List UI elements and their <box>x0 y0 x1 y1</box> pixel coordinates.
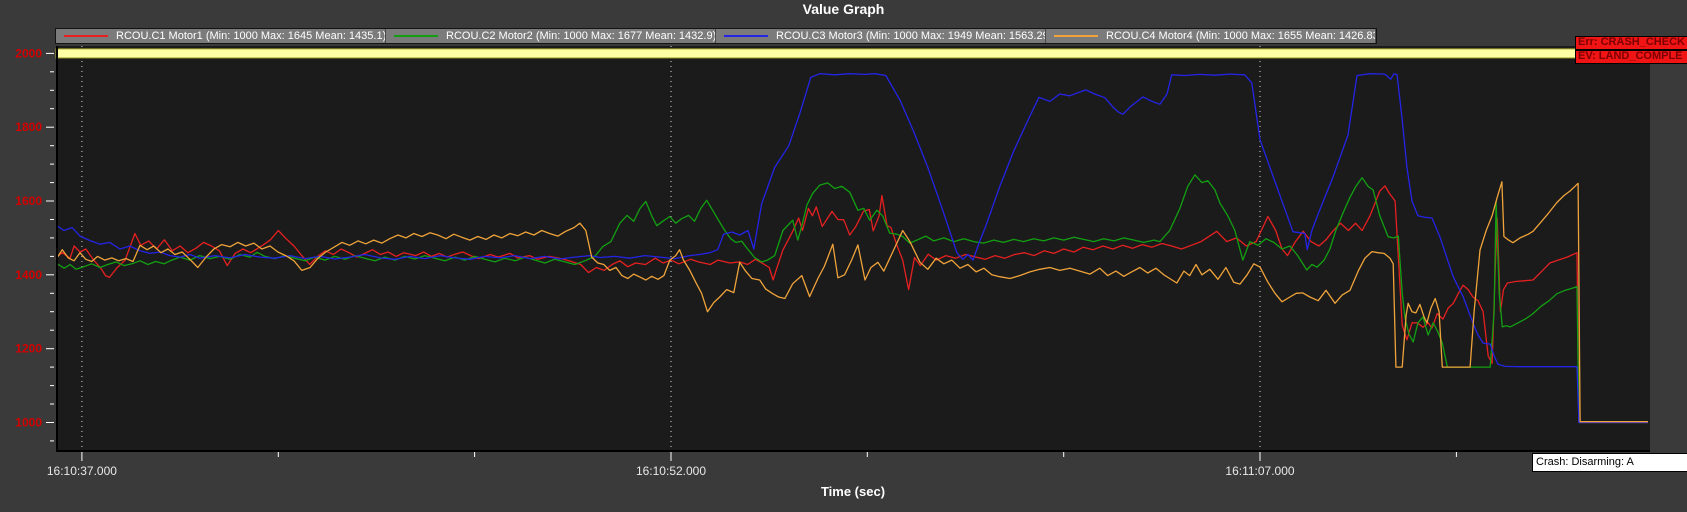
x-tick-label: 16:11:07.000 <box>1225 464 1295 478</box>
chart-legend: RCOU.C1 Motor1 (Min: 1000 Max: 1645 Mean… <box>55 28 1377 44</box>
legend-line-swatch <box>64 35 108 37</box>
series-line-motor3 <box>55 73 1648 424</box>
y-tick-label: 1200 <box>15 342 42 356</box>
plot-area[interactable]: 16:10:37.000 16:10:52.000 16:11:07.000 2000… <box>15 46 1651 478</box>
page-title: Value Graph <box>802 1 885 17</box>
series-line-motor1 <box>55 185 1648 424</box>
series-line-motor4 <box>55 181 1648 423</box>
y-tick-label: 1400 <box>15 268 42 282</box>
legend-label: RCOU.C3 Motor3 (Min: 1000 Max: 1949 Mean… <box>776 30 1045 42</box>
legend-line-swatch <box>1054 35 1098 37</box>
y-tick-label: 1800 <box>15 120 42 134</box>
legend-line-swatch <box>394 35 438 37</box>
error-flag-badge: Err: CRASH_CHECK <box>1575 36 1687 50</box>
legend-item-motor1[interactable]: RCOU.C1 Motor1 (Min: 1000 Max: 1645 Mean… <box>56 29 386 43</box>
plot-background <box>56 46 1650 452</box>
legend-line-swatch <box>724 35 768 37</box>
x-tick-label: 16:10:52.000 <box>636 464 706 478</box>
y-tick-label: 2000 <box>15 46 42 60</box>
marker-band-2000 <box>55 48 1651 59</box>
legend-item-motor2[interactable]: RCOU.C2 Motor2 (Min: 1000 Max: 1677 Mean… <box>386 29 716 43</box>
y-tick-label: 1000 <box>15 416 42 430</box>
y-tick-label: 1600 <box>15 194 42 208</box>
event-flag-badge: EV: LAND_COMPLE <box>1575 50 1687 64</box>
x-axis-title: Time (sec) <box>820 484 886 499</box>
crash-tooltip: Crash: Disarming: A <box>1532 453 1687 472</box>
legend-item-motor4[interactable]: RCOU.C4 Motor4 (Min: 1000 Max: 1655 Mean… <box>1046 29 1376 43</box>
series-line-motor2 <box>55 174 1648 424</box>
x-tick-label: 16:10:37.000 <box>47 464 117 478</box>
legend-item-motor3[interactable]: RCOU.C3 Motor3 (Min: 1000 Max: 1949 Mean… <box>716 29 1046 43</box>
legend-label: RCOU.C4 Motor4 (Min: 1000 Max: 1655 Mean… <box>1106 30 1375 42</box>
value-graph-plot[interactable]: 16:10:37.000 16:10:52.000 16:11:07.000 2000… <box>15 46 1651 478</box>
legend-label: RCOU.C2 Motor2 (Min: 1000 Max: 1677 Mean… <box>446 30 715 42</box>
legend-label: RCOU.C1 Motor1 (Min: 1000 Max: 1645 Mean… <box>116 30 385 42</box>
